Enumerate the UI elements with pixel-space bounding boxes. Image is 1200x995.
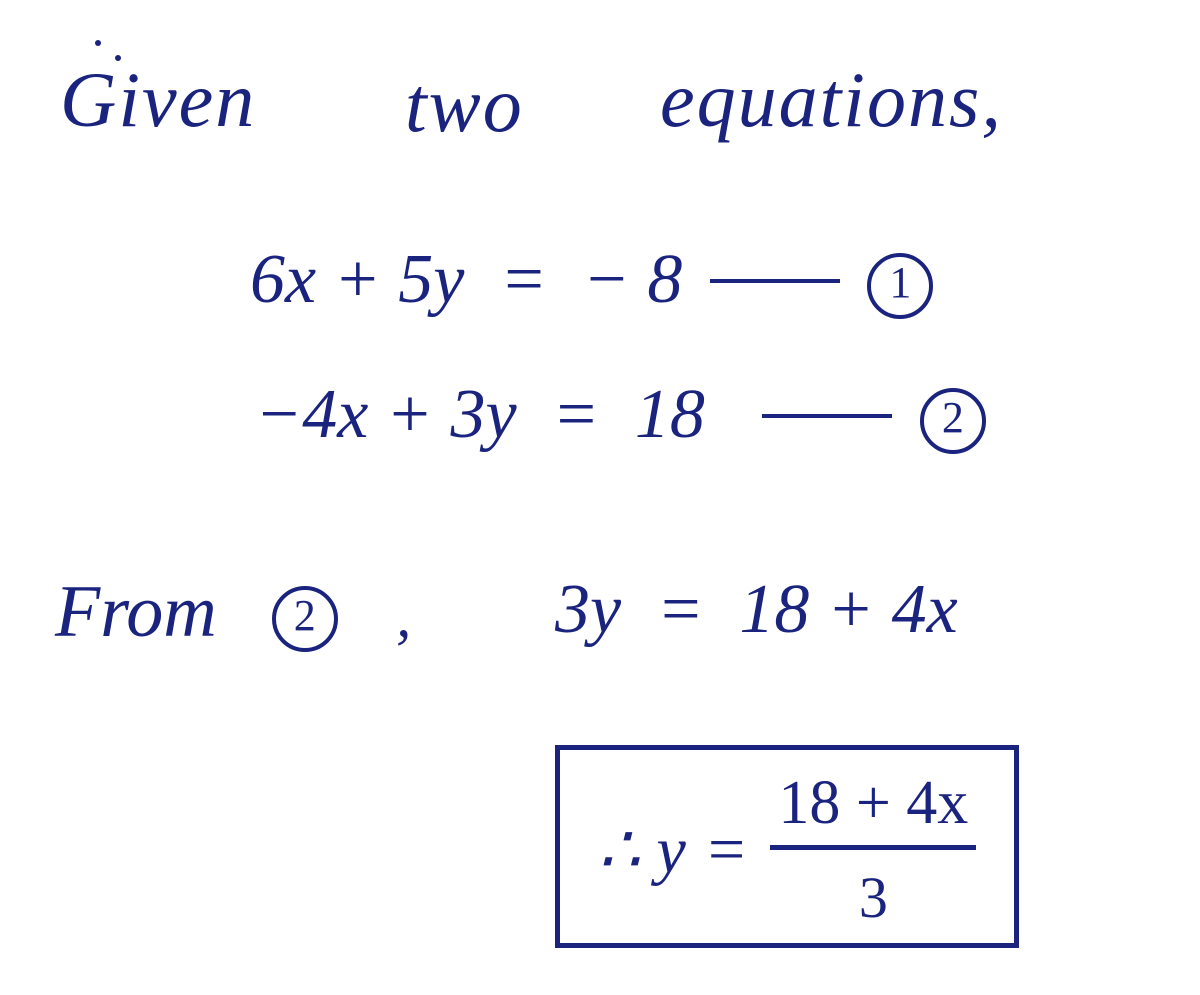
from-clause: From 2 , — [55, 570, 411, 655]
dash-line — [762, 414, 892, 418]
heading-word-two: two — [405, 60, 524, 150]
eq1-lhs: 6x + 5y — [250, 241, 464, 318]
heading-word-equations: equations, — [660, 55, 1003, 145]
heading-text: equations, — [660, 56, 1003, 143]
eq-label-2: 2 — [920, 388, 986, 454]
step1-rhs: 18 + 4x — [739, 571, 957, 648]
eq2-rhs: 18 — [635, 376, 705, 453]
equation-2: −4x + 3y = 18 2 — [255, 375, 986, 455]
eq2-lhs: −4x + 3y — [255, 376, 517, 453]
eq1-equals: = — [500, 241, 547, 318]
result-denominator: 3 — [770, 850, 976, 931]
result-lhs: ∴ y — [598, 814, 686, 887]
dash-line — [710, 279, 840, 283]
from-ref-label: 2 — [272, 586, 338, 652]
result-numerator: 18 + 4x — [770, 768, 976, 850]
heading-text: Given — [60, 56, 256, 143]
handwritten-math-page: Given two equations, 6x + 5y = − 8 1 −4x… — [0, 0, 1200, 995]
comma: , — [396, 583, 411, 649]
eq1-rhs: − 8 — [583, 241, 683, 318]
boxed-result: ∴ y = 18 + 4x 3 — [555, 745, 1019, 948]
step1-equals: = — [657, 571, 704, 648]
derivation-step-1: 3y = 18 + 4x — [555, 570, 958, 650]
heading-text: two — [405, 61, 524, 148]
heading-word-given: Given — [60, 55, 256, 145]
equation-1: 6x + 5y = − 8 1 — [250, 240, 933, 320]
result-equals: = — [704, 813, 749, 886]
eq2-equals: = — [552, 376, 599, 453]
step1-lhs: 3y — [555, 571, 621, 648]
from-text: From — [55, 571, 217, 653]
result-fraction: 18 + 4x 3 — [770, 768, 976, 931]
pen-dot — [95, 40, 101, 46]
eq-label-1: 1 — [867, 253, 933, 319]
